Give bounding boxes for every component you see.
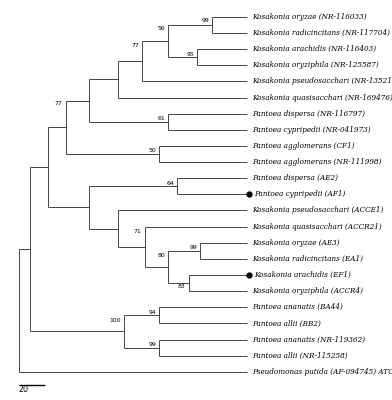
Text: Kosakonia arachidis (EF1): Kosakonia arachidis (EF1): [254, 271, 351, 279]
Text: Pantoea agglomerans (CF1): Pantoea agglomerans (CF1): [252, 142, 354, 150]
Text: 77: 77: [55, 101, 63, 106]
Text: 71: 71: [134, 229, 142, 234]
Text: 100: 100: [110, 318, 121, 323]
Text: 99: 99: [149, 342, 156, 347]
Text: Kosakonia pseudosacchari (NR-135211): Kosakonia pseudosacchari (NR-135211): [252, 78, 392, 86]
Text: Pseudomonas putida (AF-094745) ATCC Strain 11172: Pseudomonas putida (AF-094745) ATCC Stra…: [252, 368, 392, 376]
Text: Pantoea ananatis (BA44): Pantoea ananatis (BA44): [252, 303, 343, 311]
Text: Kosakonia oryzae (AE3): Kosakonia oryzae (AE3): [252, 239, 339, 247]
Text: 99: 99: [201, 18, 209, 23]
Text: 94: 94: [149, 310, 156, 315]
Text: Pantoea ananatis (NR-119362): Pantoea ananatis (NR-119362): [252, 336, 365, 344]
Text: 83: 83: [178, 284, 186, 289]
Text: 80: 80: [158, 253, 165, 258]
Text: 77: 77: [131, 44, 139, 48]
Text: Pantoea cypripedii (NR-041973): Pantoea cypripedii (NR-041973): [252, 126, 370, 134]
Text: Pantoea allii (BB2): Pantoea allii (BB2): [252, 320, 321, 328]
Text: Kosakonia radicincitans (EA1): Kosakonia radicincitans (EA1): [252, 255, 363, 263]
Text: Kosakonia arachidis (NR-116403): Kosakonia arachidis (NR-116403): [252, 45, 376, 53]
Text: Pantoea cypripedii (AF1): Pantoea cypripedii (AF1): [254, 190, 345, 198]
Text: Kosakonia quasisacchari (ACCR21): Kosakonia quasisacchari (ACCR21): [252, 223, 381, 231]
Text: Kosakonia pseudosacchari (ACCE1): Kosakonia pseudosacchari (ACCE1): [252, 206, 383, 214]
Text: Kosakonia oryzae (NR-116033): Kosakonia oryzae (NR-116033): [252, 13, 367, 21]
Text: 95: 95: [187, 52, 194, 56]
Text: Kosakonia radicincitans (NR-117704): Kosakonia radicincitans (NR-117704): [252, 29, 390, 37]
Text: Kosakonia quasisacchari (NR-169476): Kosakonia quasisacchari (NR-169476): [252, 94, 392, 102]
Text: 64: 64: [166, 180, 174, 186]
Text: 50: 50: [149, 148, 156, 153]
Text: Pantoea agglomerans (NR-111998): Pantoea agglomerans (NR-111998): [252, 158, 381, 166]
Text: 99: 99: [190, 245, 198, 250]
Text: Kosakonia oryziphila (ACCR4): Kosakonia oryziphila (ACCR4): [252, 287, 363, 295]
Text: Kosakonia oryziphila (NR-125587): Kosakonia oryziphila (NR-125587): [252, 61, 378, 69]
Text: 61: 61: [158, 116, 165, 121]
Text: 56: 56: [158, 26, 165, 31]
Text: Pantoea dispersa (AE2): Pantoea dispersa (AE2): [252, 174, 338, 182]
Text: 20: 20: [18, 384, 29, 394]
Text: Pantoea allii (NR-115258): Pantoea allii (NR-115258): [252, 352, 347, 360]
Text: Pantoea dispersa (NR-116797): Pantoea dispersa (NR-116797): [252, 110, 365, 118]
